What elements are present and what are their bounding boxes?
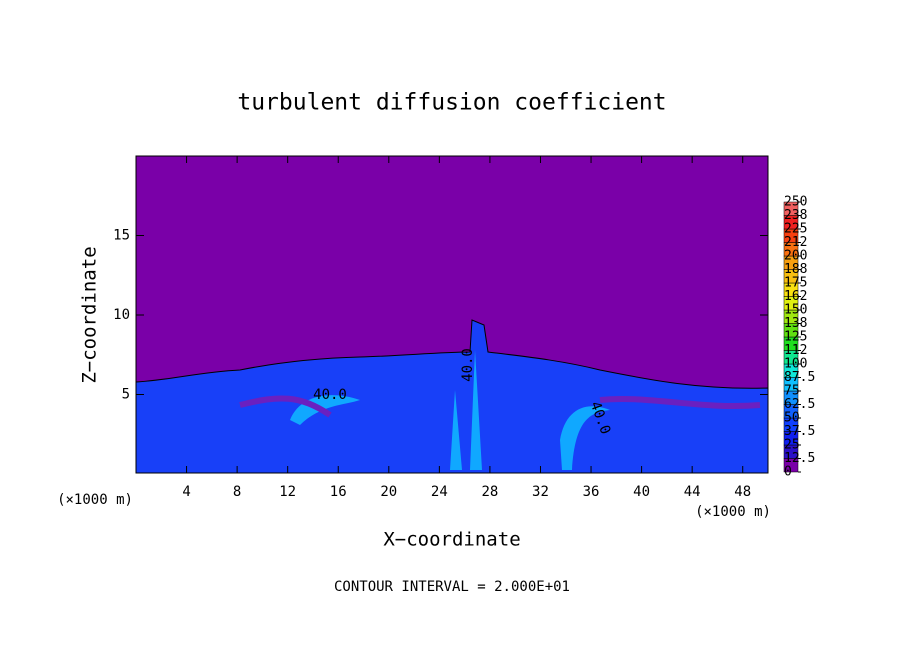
colorbar-tick-label: 100 xyxy=(784,357,807,372)
x-unit-label: (×1000 m) xyxy=(695,504,771,520)
colorbar-tick-label: 250 xyxy=(784,195,807,210)
colorbar-tick-label: 162 xyxy=(784,289,807,304)
x-tick-label: 48 xyxy=(734,484,751,500)
field-region xyxy=(560,406,610,470)
field-region xyxy=(239,395,761,418)
x-tick-label: 4 xyxy=(182,484,190,500)
colorbar-tick-label: 25 xyxy=(784,438,800,453)
x-tick-label: 36 xyxy=(583,484,600,500)
colorbar-tick-label: 75 xyxy=(784,384,800,399)
colorbar-tick-label: 0 xyxy=(784,465,792,480)
contour-label: 40.0 xyxy=(460,348,476,382)
chart-title: turbulent diffusion coefficient xyxy=(237,90,666,116)
colorbar-tick-label: 112 xyxy=(784,343,807,358)
x-tick-label: 12 xyxy=(279,484,296,500)
y-tick-label: 5 xyxy=(122,387,130,403)
y-tick-label: 15 xyxy=(113,228,130,244)
colorbar-tick-label: 200 xyxy=(784,249,807,264)
colorbar-tick-label: 62.5 xyxy=(784,397,815,412)
contour-label: 40.0 xyxy=(313,387,347,403)
x-unit-label: (×1000 m) xyxy=(57,492,133,508)
field-region xyxy=(450,350,482,470)
y-axis-label: Z−coordinate xyxy=(79,246,101,383)
colorbar-swatch xyxy=(783,201,799,216)
colorbar-tick-label: 238 xyxy=(784,208,807,223)
x-tick-label: 20 xyxy=(380,484,397,500)
colorbar-tick-label: 175 xyxy=(784,276,807,291)
y-tick-label: 10 xyxy=(113,307,130,323)
colorbar-tick-label: 37.5 xyxy=(784,424,815,439)
colorbar-tick-label: 138 xyxy=(784,316,807,331)
x-tick-label: 8 xyxy=(233,484,241,500)
x-tick-label: 32 xyxy=(532,484,549,500)
colorbar-tick-label: 150 xyxy=(784,303,807,318)
x-tick-label: 16 xyxy=(330,484,347,500)
x-tick-label: 40 xyxy=(633,484,650,500)
x-tick-label: 24 xyxy=(431,484,448,500)
x-tick-label: 28 xyxy=(481,484,498,500)
colorbar-tick-label: 212 xyxy=(784,235,807,250)
colorbar-tick-label: 87.5 xyxy=(784,370,815,385)
field xyxy=(135,155,769,474)
x-axis-label: X−coordinate xyxy=(383,529,520,551)
field-region xyxy=(135,319,769,474)
colorbar-tick-label: 188 xyxy=(784,262,807,277)
colorbar-tick-label: 125 xyxy=(784,330,807,345)
colorbar-tick-label: 12.5 xyxy=(784,451,815,466)
colorbar-tick-label: 225 xyxy=(784,222,807,237)
colorbar-tick-label: 50 xyxy=(784,411,800,426)
footnote: CONTOUR INTERVAL = 2.000E+01 xyxy=(334,579,570,595)
x-tick-label: 44 xyxy=(684,484,701,500)
